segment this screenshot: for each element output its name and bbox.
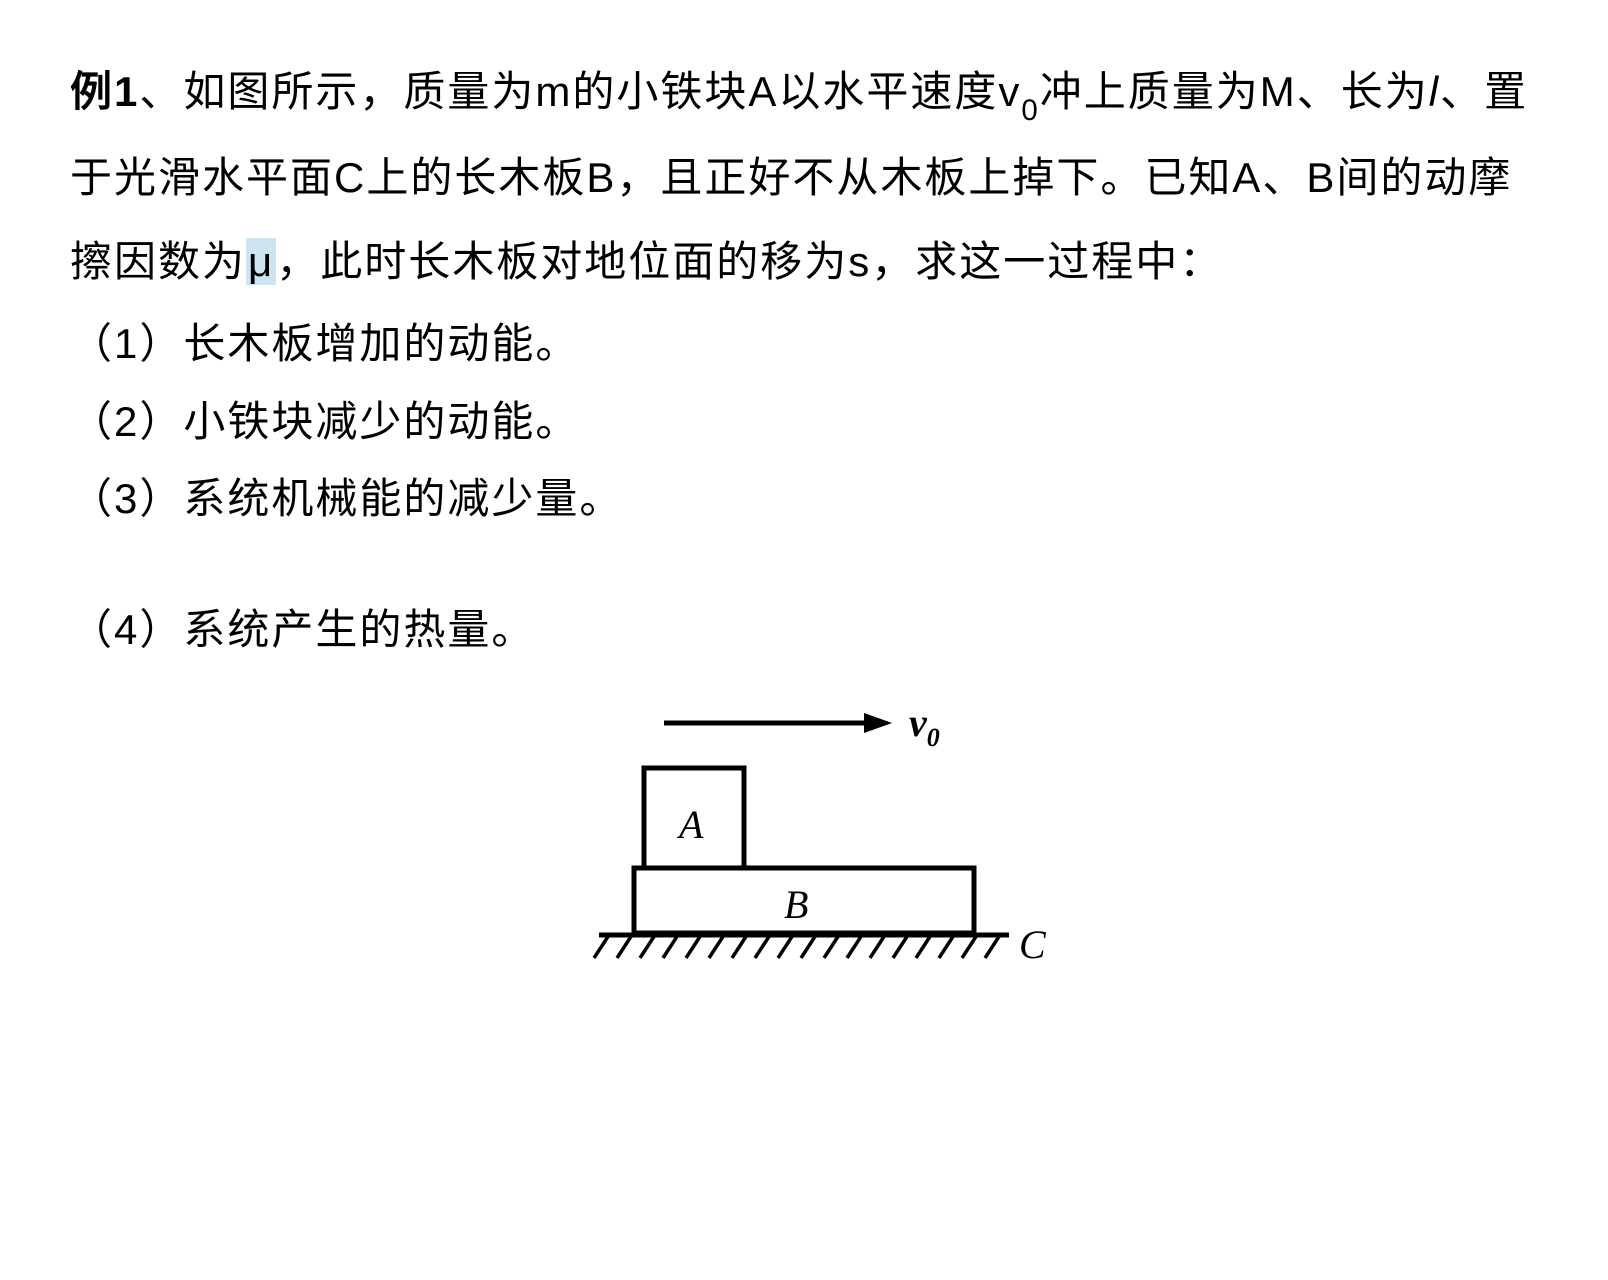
diagram-svg: v0 A B C: [524, 678, 1084, 978]
physics-diagram: v0 A B C: [524, 678, 1084, 978]
length-variable: l: [1429, 68, 1440, 115]
velocity-label: v0: [909, 700, 940, 752]
example-label: 例1: [70, 68, 139, 115]
diagram-container: v0 A B C: [70, 678, 1538, 978]
surface-c-label: C: [1019, 922, 1047, 967]
ground-hatching: [594, 935, 1000, 958]
problem-text-1: 、如图所示，质量为m的小铁块A以水平速度v: [139, 68, 1021, 115]
question-1: （1）长木板增加的动能。: [70, 306, 1538, 382]
block-a-label: A: [676, 802, 704, 847]
question-2: （2）小铁块减少的动能。: [70, 384, 1538, 460]
board-b-label: B: [784, 882, 808, 927]
problem-statement: 例1、如图所示，质量为m的小铁块A以水平速度v0冲上质量为M、长为l、置于光滑水…: [70, 50, 1538, 304]
problem-text-4: ，此时长木板对地位面的移为s，求这一过程中：: [276, 238, 1223, 285]
problem-text-2: 冲上质量为M、长为: [1040, 68, 1429, 115]
question-3: （3）系统机械能的减少量。: [70, 461, 1538, 537]
v-subscript: 0: [1021, 94, 1039, 127]
mu-symbol: μ: [246, 238, 276, 285]
velocity-arrow-head: [864, 713, 892, 733]
question-4: （4）系统产生的热量。: [70, 592, 1538, 668]
